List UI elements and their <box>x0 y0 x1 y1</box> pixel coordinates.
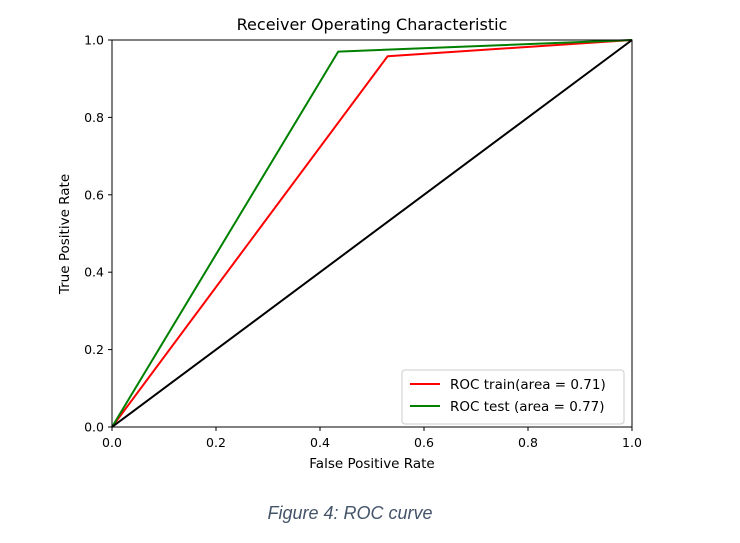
legend-label: ROC train(area = 0.71) <box>450 377 606 393</box>
y-tick-label: 0.4 <box>84 265 104 280</box>
x-tick-label: 0.0 <box>102 435 122 450</box>
axis-ticks: 0.0 0.2 0.4 0.6 0.8 1.0 0.0 0.2 0.4 0.6 0.8 1.0 <box>84 33 642 451</box>
x-tick-label: 1.0 <box>622 435 642 450</box>
y-tick-label: 0.8 <box>84 110 104 125</box>
y-tick-label: 1.0 <box>84 33 104 48</box>
x-tick-label: 0.4 <box>310 435 330 450</box>
chart-title: Receiver Operating Characteristic <box>237 15 508 34</box>
plot-area-frame <box>111 39 633 428</box>
y-tick-label: 0.0 <box>84 420 104 435</box>
series-line-roc-train <box>111 39 633 428</box>
series-line-diagonal-reference <box>111 39 633 428</box>
x-axis-label: False Positive Rate <box>309 456 434 472</box>
series-lines <box>111 39 633 428</box>
roc-chart: Receiver Operating Characteristic 0.0 0.2… <box>57 15 642 472</box>
figure-caption: Figure 4: ROC curve <box>267 503 433 523</box>
legend-label: ROC test (area = 0.77) <box>450 399 605 415</box>
x-tick-label: 0.6 <box>414 435 434 450</box>
x-tick-label: 0.8 <box>518 435 538 450</box>
y-axis-label: True Positive Rate <box>57 174 73 295</box>
legend-box <box>401 369 625 425</box>
x-tick-label: 0.2 <box>206 435 226 450</box>
y-tick-label: 0.6 <box>84 187 104 202</box>
y-tick-label: 0.2 <box>84 342 104 357</box>
series-line-roc-test <box>111 39 633 428</box>
legend: ROC train(area = 0.71) ROC test (area = 0… <box>401 369 625 425</box>
